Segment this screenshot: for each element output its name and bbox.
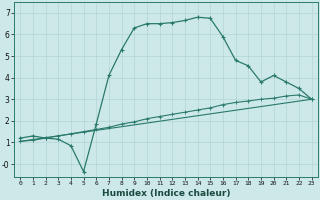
X-axis label: Humidex (Indice chaleur): Humidex (Indice chaleur) bbox=[102, 189, 230, 198]
